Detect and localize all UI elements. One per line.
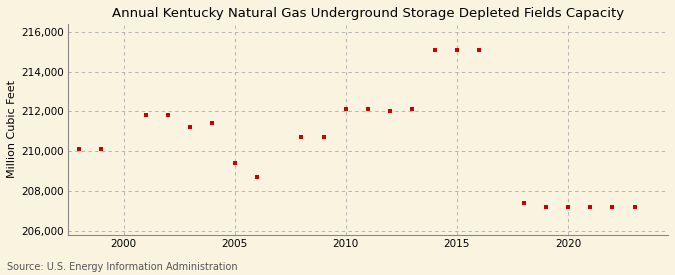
Point: [385, 109, 396, 114]
Text: Source: U.S. Energy Information Administration: Source: U.S. Energy Information Administ…: [7, 262, 238, 272]
Point: [541, 205, 551, 209]
Point: [629, 205, 640, 209]
Point: [452, 48, 462, 52]
Point: [96, 147, 107, 151]
Title: Annual Kentucky Natural Gas Underground Storage Depleted Fields Capacity: Annual Kentucky Natural Gas Underground …: [112, 7, 624, 20]
Y-axis label: Million Cubic Feet: Million Cubic Feet: [7, 80, 17, 178]
Point: [163, 113, 173, 117]
Point: [185, 125, 196, 130]
Point: [518, 201, 529, 205]
Point: [207, 121, 218, 125]
Point: [230, 161, 240, 165]
Point: [318, 135, 329, 139]
Point: [362, 107, 373, 112]
Point: [74, 147, 84, 151]
Point: [140, 113, 151, 117]
Point: [296, 135, 306, 139]
Point: [252, 175, 263, 179]
Point: [585, 205, 595, 209]
Point: [340, 107, 351, 112]
Point: [429, 48, 440, 52]
Point: [474, 48, 485, 52]
Point: [563, 205, 574, 209]
Point: [607, 205, 618, 209]
Point: [407, 107, 418, 112]
